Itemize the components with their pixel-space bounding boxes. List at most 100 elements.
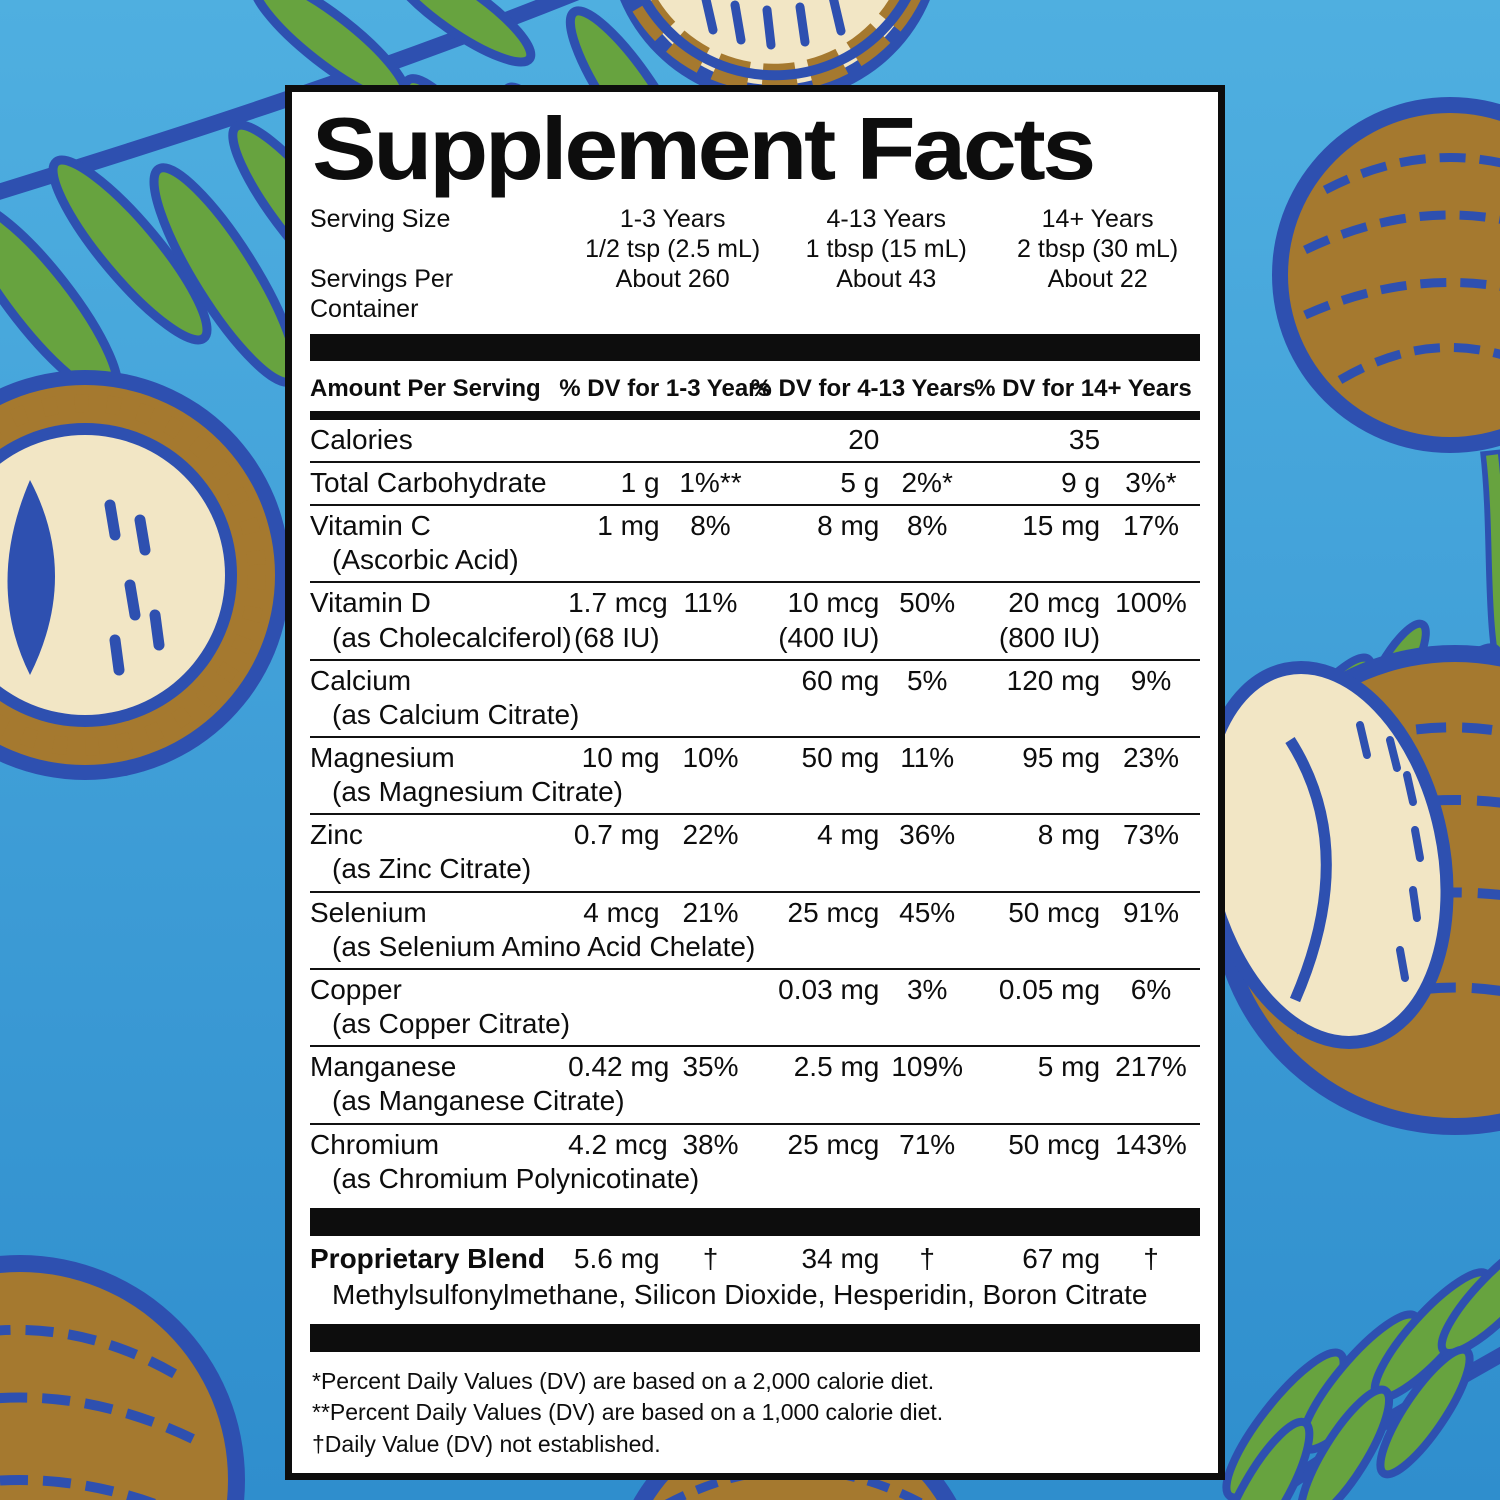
proprietary-blend-row: Proprietary Blend 5.6 mg † 34 mg † 67 mg… [310, 1242, 1200, 1316]
servings-count-1: About 260 [615, 264, 730, 293]
serving-age-2: 4-13 Years [826, 204, 947, 233]
nutrient-name: Manganese [310, 1051, 457, 1083]
divider-bar [310, 1207, 1200, 1236]
amount-4-13: 0.03 mg [778, 973, 880, 1005]
amount-1-3: 1 g [620, 466, 660, 498]
dv-4-13: 36% [899, 819, 956, 851]
dv-1-3: 11% [683, 587, 738, 619]
table-row: Calories 20 35 [310, 420, 1200, 463]
amount-14: 20 mcg [1008, 587, 1101, 619]
divider-bar [310, 333, 1200, 361]
dv-1-3: 8% [690, 510, 731, 542]
amount-iu-4-13 [759, 1084, 881, 1118]
coconut-half-top-illustration [620, 0, 930, 103]
amount-14: 15 mg [1022, 510, 1101, 542]
dv-1-3: 22% [682, 819, 739, 851]
nutrient-source: (as Copper Citrate) [332, 1008, 571, 1040]
nutrient-source: (as Calcium Citrate) [332, 698, 580, 730]
nutrient-name: Vitamin D [310, 587, 431, 619]
amount-14: 50 mcg [1008, 1128, 1101, 1160]
dv-1-3 [662, 664, 760, 698]
table-row: Selenium 4 mcg 21% 25 mcg 45% 50 mcg 91%… [310, 893, 1200, 970]
amount-4-13: 25 mcg [787, 1128, 880, 1160]
amount-iu-1-3 [568, 543, 661, 577]
blend-ingredients: Methylsulfonylmethane, Silicon Dioxide, … [332, 1279, 1148, 1311]
amount-4-13: 60 mg [801, 664, 880, 696]
dv-14: 217% [1115, 1051, 1187, 1083]
dv-14: 17% [1122, 510, 1180, 542]
footnotes: *Percent Daily Values (DV) are based on … [310, 1358, 1200, 1463]
table-row: Zinc 0.7 mg 22% 4 mg 36% 8 mg 73% (as Zi… [310, 815, 1200, 893]
amount-4-13: 5 g [840, 466, 880, 498]
amount-14: 0.05 mg [998, 973, 1101, 1005]
amount-14: 50 mcg [1008, 896, 1101, 928]
header-amount-per-serving: Amount Per Serving [310, 374, 541, 402]
nutrient-source: (as Chromium Polynicotinate) [332, 1162, 700, 1194]
page-title: Supplement Facts [312, 99, 1096, 198]
dv-1-3: 21% [682, 896, 739, 928]
amount-iu-4-13: (400 IU) [778, 621, 880, 653]
serving-age-1: 1-3 Years [619, 204, 726, 233]
amount-1-3: 0.42 mg [568, 1051, 670, 1083]
header-dv-1-3: % DV for 1-3 Years [559, 374, 771, 402]
dv-1-3 [662, 973, 760, 1007]
nutrient-name: Selenium [310, 896, 427, 928]
serving-size-1: 1/2 tsp (2.5 mL) [585, 234, 761, 263]
serving-size-label: Serving Size [310, 204, 451, 233]
amount-4-13: 4 mg [817, 819, 880, 851]
amount-1-3: 4.2 mcg [568, 1128, 668, 1160]
nutrient-name: Magnesium [310, 742, 455, 773]
table-row: Chromium 4.2 mcg 38% 25 mcg 71% 50 mcg 1… [310, 1125, 1200, 1200]
dv-4-13: 8% [906, 510, 948, 542]
amount-iu-4-13 [759, 1162, 881, 1196]
dv-14 [1102, 423, 1200, 457]
table-row: Manganese 0.42 mg 35% 2.5 mg 109% 5 mg 2… [310, 1047, 1200, 1125]
amount-iu-1-3 [568, 930, 661, 964]
amount-iu-4-13 [759, 543, 881, 577]
dv-1-3: 10% [682, 742, 739, 773]
blend-name: Proprietary Blend [310, 1242, 545, 1274]
footnote-1: *Percent Daily Values (DV) are based on … [312, 1367, 935, 1394]
serving-size-3: 2 tbsp (30 mL) [1017, 234, 1179, 263]
servings-count-2: About 43 [836, 264, 937, 293]
nutrient-name: Zinc [310, 819, 363, 851]
palm-frond-bottom-right-illustration [1216, 1233, 1500, 1500]
dv-4-13: 11% [900, 742, 955, 773]
footnote-2: **Percent Daily Values (DV) are based on… [312, 1399, 944, 1426]
dv-14: 143% [1115, 1128, 1187, 1160]
blend-amount-1: 5.6 mg [573, 1242, 660, 1274]
amount-iu-4-13 [759, 698, 881, 732]
amount-iu-1-3 [568, 1162, 661, 1196]
nutrient-name: Calcium [310, 664, 412, 696]
amount-iu-14 [973, 698, 1102, 732]
blend-amount-3: 67 mg [1022, 1242, 1101, 1274]
header-dv-14: % DV for 14+ Years [974, 374, 1192, 402]
dv-4-13: 71% [899, 1128, 956, 1160]
coconut-halved-right-illustration [1196, 619, 1500, 1135]
blend-dv-1: † [702, 1242, 719, 1274]
nutrient-source: (Ascorbic Acid) [332, 544, 519, 576]
amount-14: 95 mg [1022, 742, 1101, 773]
coconut-bottom-left-illustration [0, 1255, 245, 1500]
nutrient-source: (as Selenium Amino Acid Chelate) [332, 930, 756, 962]
amount-4-13: 25 mcg [787, 896, 880, 928]
amount-iu-14 [973, 1084, 1102, 1118]
blend-amount-2: 34 mg [801, 1242, 880, 1274]
header-dv-4-13: % DV for 4-13 Years [750, 374, 976, 402]
dv-1-3: 38% [682, 1128, 739, 1160]
dv-4-13: 2%* [901, 466, 953, 498]
amount-14: 9 g [1061, 466, 1101, 498]
amount-1-3: 10 mg [581, 742, 660, 773]
nutrient-source: (as Cholecalciferol) [332, 621, 572, 653]
nutrient-source: (as Magnesium Citrate) [332, 776, 623, 808]
amount-iu-4-13 [759, 852, 881, 886]
amount-iu-14 [973, 775, 1102, 809]
serving-size-2: 1 tbsp (15 mL) [805, 234, 967, 263]
amount-iu-14: (800 IU) [998, 621, 1101, 653]
dv-4-13: 50% [899, 587, 956, 619]
amount-iu-14 [973, 1007, 1102, 1041]
amount-1-3 [568, 973, 661, 1007]
amount-4-13: 50 mg [801, 742, 880, 773]
dv-14: 23% [1122, 742, 1180, 773]
